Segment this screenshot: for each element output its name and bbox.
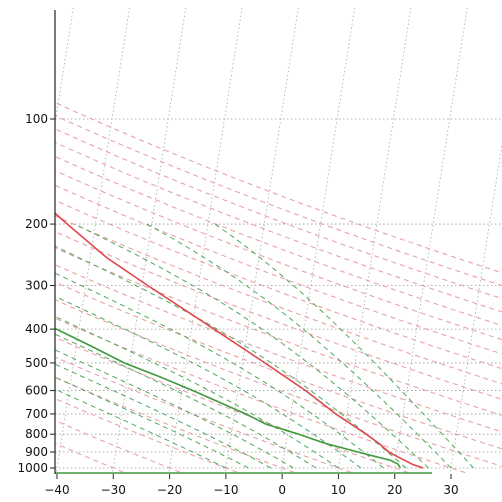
x-tick-label: −10 [213, 483, 238, 497]
dry-adiabat-line [55, 155, 502, 327]
dry-adiabat-line [55, 376, 298, 473]
dewpoint-profile-line [55, 327, 401, 469]
moist-adiabat-line [55, 376, 249, 469]
moist-adiabat-line [55, 363, 272, 469]
isotherm-line [393, 8, 468, 473]
isotherm-line [224, 8, 299, 473]
temperature-profile-line [55, 212, 424, 469]
dry-adiabat-line [55, 101, 502, 274]
isotherm-line [0, 0, 28, 475]
x-tick-label: 10 [331, 483, 346, 497]
y-tick-label: 1000 [17, 461, 48, 475]
dry-adiabat-line [55, 442, 128, 473]
dry-adiabat-line [55, 170, 502, 341]
x-tick-label: −40 [44, 483, 69, 497]
isotherm-line [55, 8, 74, 127]
isotherm-line [449, 141, 502, 473]
moist-adiabat-line [55, 295, 362, 469]
moist-adiabat-line [74, 223, 429, 469]
isotherm-line [168, 8, 243, 473]
dry-adiabat-line [55, 317, 469, 473]
moist-adiabat-line [146, 223, 452, 469]
dry-adiabat-line [55, 215, 502, 385]
dry-adiabat-line [55, 114, 502, 287]
dry-adiabat-line [55, 419, 184, 473]
moist-adiabat-line [214, 223, 474, 469]
y-tick-label: 200 [25, 217, 48, 231]
y-tick-label: 600 [25, 384, 48, 398]
x-tick-label: 0 [278, 483, 286, 497]
x-tick-label: −30 [101, 483, 126, 497]
background-grid [0, 0, 502, 475]
profile-lines [55, 212, 424, 469]
y-tick-label: 300 [25, 279, 48, 293]
moist-adiabat-line [55, 388, 227, 469]
dry-adiabat-line [55, 397, 241, 473]
x-tick-label: 20 [387, 483, 402, 497]
x-tick-label: 30 [443, 483, 458, 497]
x-tick-label: −20 [157, 483, 182, 497]
moist-adiabat-line [55, 315, 339, 469]
dry-adiabat-line [55, 281, 502, 450]
y-tick-label: 400 [25, 322, 48, 336]
dry-adiabat-line [55, 336, 412, 473]
y-tick-label: 100 [25, 112, 48, 126]
moist-adiabat-line [55, 272, 384, 469]
y-tick-label: 500 [25, 356, 48, 370]
dry-adiabat-line [55, 299, 502, 467]
dry-adiabat-line [55, 356, 355, 473]
isotherm-line [280, 8, 356, 473]
y-tick-label: 900 [25, 445, 48, 459]
isotherm-line [112, 8, 187, 473]
moist-adiabat-line [55, 245, 407, 469]
y-tick-label: 800 [25, 427, 48, 441]
y-tick-label: 700 [25, 407, 48, 421]
isotherm-line [337, 8, 412, 473]
isotherm-line [55, 8, 130, 473]
dry-adiabat-line [55, 199, 502, 370]
